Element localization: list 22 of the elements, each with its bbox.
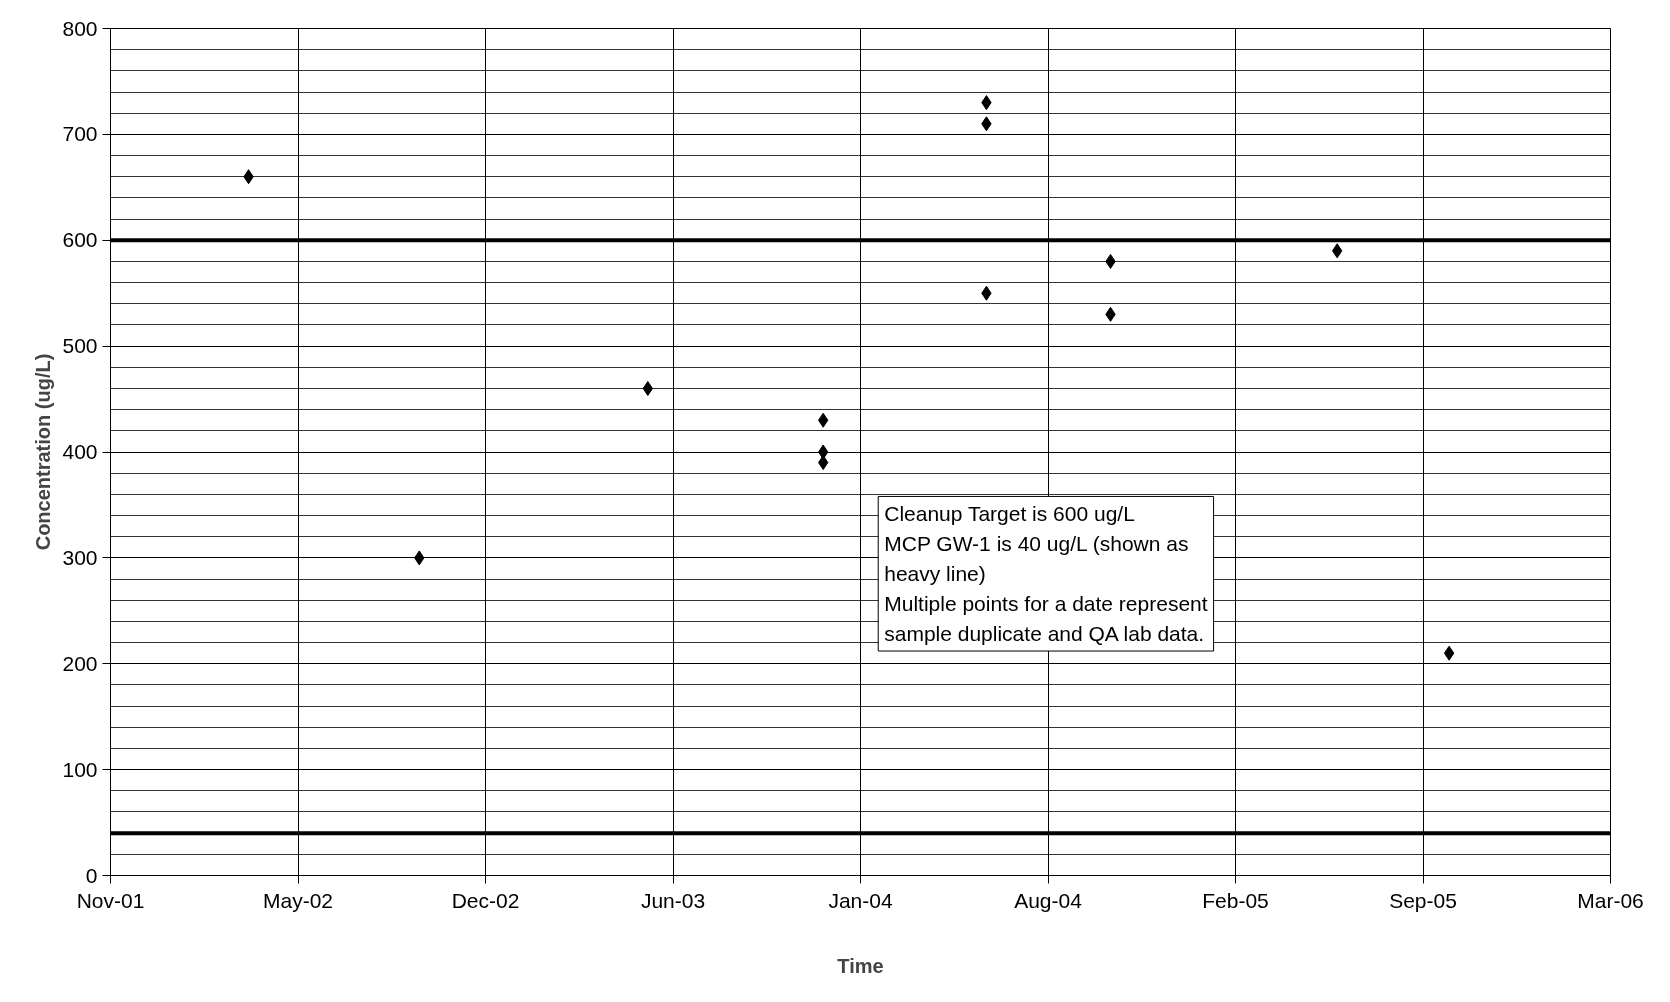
x-tick-label: Jan-04 <box>828 888 893 912</box>
y-tick-label: 400 <box>62 440 98 463</box>
x-tick-label: May-02 <box>262 888 334 912</box>
x-tick-label: Feb-05 <box>1202 888 1269 912</box>
x-tick-label: Mar-06 <box>1577 888 1644 912</box>
x-tick-label: Dec-02 <box>451 888 520 912</box>
x-axis-title: Time <box>837 954 884 977</box>
x-tick-label: Nov-01 <box>76 888 145 912</box>
y-tick-label: 300 <box>62 545 98 569</box>
x-tick-label: Jun-03 <box>640 888 706 912</box>
y-tick-label: 200 <box>62 651 98 675</box>
y-tick-label: 500 <box>62 334 98 358</box>
point <box>1443 645 1455 661</box>
y-tick-label: 600 <box>62 228 98 252</box>
x-tick-label: Sep-05 <box>1389 888 1457 912</box>
x-tick-label: Aug-04 <box>1014 888 1083 912</box>
y-tick-label: 100 <box>62 757 98 781</box>
y-tick-label: 700 <box>62 122 98 146</box>
y-tick-label: 0 <box>85 863 98 887</box>
annotation: Cleanup Target is 600 ug/L MCP GW-1 is 40 ug/L (shown as heavy line) Multiple points for a date represent sample duplicate and QA lab data. <box>884 502 1208 646</box>
y-tick-label: 800 <box>62 16 98 40</box>
y-axis-title: Concentration (ug/L) <box>32 353 55 551</box>
